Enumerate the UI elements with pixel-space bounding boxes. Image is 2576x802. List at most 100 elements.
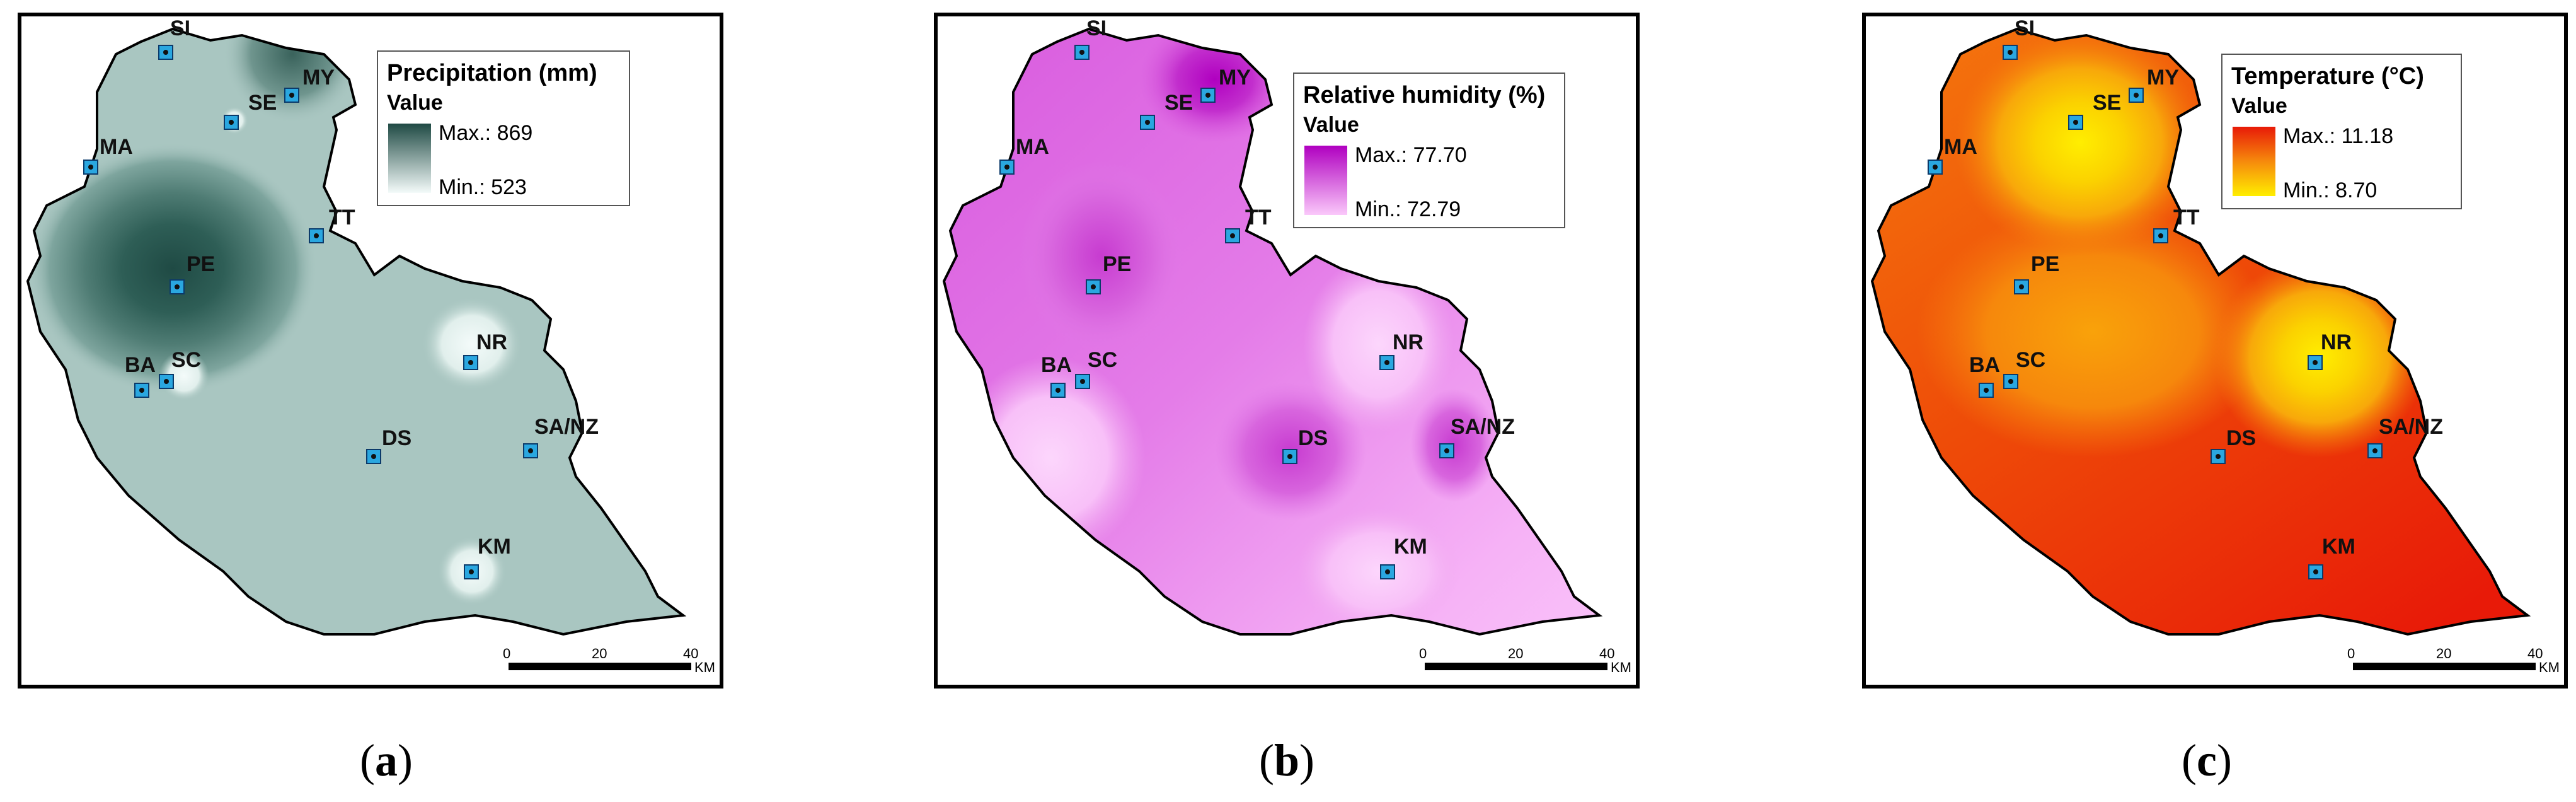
station-my: MY (284, 66, 335, 103)
svg-text:DS: DS (1298, 426, 1328, 450)
station-pe: PE (170, 252, 215, 294)
svg-text:SA/NZ: SA/NZ (1451, 415, 1515, 439)
svg-text:SI: SI (1086, 16, 1107, 40)
station-nr: NR (463, 330, 507, 370)
svg-text:Max.: 77.70: Max.: 77.70 (1355, 143, 1467, 167)
svg-text:SI: SI (2015, 16, 2035, 40)
svg-text:20: 20 (592, 646, 607, 661)
station-my: MY (1200, 66, 1251, 103)
station-km: KM (2308, 535, 2355, 579)
station-si: SI (158, 16, 190, 60)
scale-bar: 0 20 40 KM (2347, 646, 2560, 675)
station-se: SE (1140, 91, 1193, 130)
station-se: SE (224, 91, 277, 130)
map-panel-relative-humidity: SI MY SE MA TT PE NR BA SC DS SA/NZ KM R… (934, 13, 1640, 689)
svg-text:Precipitation (mm): Precipitation (mm) (387, 60, 597, 86)
station-ma: MA (83, 135, 133, 175)
svg-text:NR: NR (1393, 330, 1423, 354)
svg-text:DS: DS (382, 426, 411, 450)
station-tt: TT (1225, 206, 1272, 243)
svg-text:BA: BA (1041, 353, 1072, 377)
map-panel-temperature: SI MY SE MA TT PE NR BA SC DS SA/NZ KM T… (1862, 13, 2568, 689)
svg-text:40: 40 (1599, 646, 1614, 661)
station-tt: TT (309, 206, 355, 243)
svg-text:SC: SC (1088, 348, 1117, 372)
station-ds: DS (2211, 426, 2256, 464)
svg-text:MY: MY (1219, 66, 1251, 90)
svg-text:KM: KM (694, 660, 715, 675)
svg-text:SA/NZ: SA/NZ (2379, 415, 2443, 439)
svg-text:Value: Value (1303, 113, 1359, 137)
svg-text:MY: MY (2147, 66, 2179, 90)
station-km: KM (1380, 535, 1427, 579)
legend-relative-humidity: Relative humidity (%) Value Max.: 77.70 … (1293, 73, 1565, 228)
svg-text:Max.: 869: Max.: 869 (439, 121, 532, 145)
station-si: SI (1074, 16, 1107, 60)
svg-text:SI: SI (170, 16, 190, 40)
map-panel-precipitation: SI MY SE MA TT PE NR BA SC DS SA/NZ KM P… (18, 13, 723, 689)
station-km: KM (464, 535, 511, 579)
station-pe: PE (2014, 252, 2059, 294)
svg-text:KM: KM (2322, 535, 2355, 559)
svg-text:BA: BA (125, 353, 156, 377)
svg-text:KM: KM (1394, 535, 1427, 559)
svg-text:MA: MA (100, 135, 133, 159)
svg-text:DS: DS (2226, 426, 2256, 450)
svg-text:Value: Value (2231, 94, 2287, 118)
svg-text:0: 0 (503, 646, 510, 661)
station-ba: BA (1969, 353, 2000, 398)
station-pe: PE (1086, 252, 1131, 294)
station-sc: SC (1075, 348, 1117, 389)
svg-text:PE: PE (187, 252, 215, 276)
svg-text:MA: MA (1944, 135, 1977, 159)
relative-humidity-map: SI MY SE MA TT PE NR BA SC DS SA/NZ KM R… (943, 16, 1631, 675)
svg-text:PE: PE (1103, 252, 1131, 276)
legend-precipitation: Precipitation (mm) Value Max.: 869 Min.:… (377, 50, 630, 206)
scale-bar: 0 20 40 KM (503, 646, 715, 675)
svg-text:MY: MY (302, 66, 335, 90)
svg-text:20: 20 (1508, 646, 1523, 661)
scale-bar: 0 20 40 KM (1419, 646, 1631, 675)
svg-text:BA: BA (1969, 353, 2000, 377)
station-ds: DS (1282, 426, 1328, 464)
svg-text:Relative humidity (%): Relative humidity (%) (1303, 82, 1545, 108)
station-markers: SI MY SE MA TT PE NR BA SC DS SA/NZ KM (1928, 16, 2443, 579)
caption-a: (a) (360, 735, 413, 786)
station-nr: NR (2308, 330, 2352, 370)
station-ds: DS (366, 426, 411, 464)
svg-text:0: 0 (1419, 646, 1427, 661)
legend-color-ramp (388, 124, 431, 193)
svg-text:Min.: 72.79: Min.: 72.79 (1355, 197, 1461, 221)
legend-color-ramp (1304, 146, 1347, 215)
svg-text:SA/NZ: SA/NZ (534, 415, 599, 439)
station-ma: MA (999, 135, 1049, 175)
svg-text:Value: Value (387, 91, 443, 115)
station-markers: SI MY SE MA TT PE NR BA SC DS SA/NZ KM (999, 16, 1515, 579)
svg-text:MA: MA (1016, 135, 1049, 159)
svg-text:SE: SE (2093, 91, 2121, 115)
station-sc: SC (2003, 348, 2045, 389)
station-ba: BA (125, 353, 156, 398)
svg-text:40: 40 (683, 646, 698, 661)
svg-text:TT: TT (1245, 206, 1272, 230)
station-sc: SC (159, 348, 201, 389)
svg-text:SE: SE (248, 91, 277, 115)
caption-b: (b) (1258, 735, 1314, 786)
svg-text:KM: KM (478, 535, 511, 559)
station-sa-nz: SA/NZ (1439, 415, 1515, 458)
svg-text:40: 40 (2527, 646, 2543, 661)
svg-text:SE: SE (1164, 91, 1193, 115)
temperature-map: SI MY SE MA TT PE NR BA SC DS SA/NZ KM T… (1871, 16, 2560, 675)
svg-text:Max.: 11.18: Max.: 11.18 (2283, 124, 2393, 148)
station-my: MY (2129, 66, 2179, 103)
svg-text:0: 0 (2347, 646, 2355, 661)
svg-text:PE: PE (2031, 252, 2059, 276)
svg-text:TT: TT (2173, 206, 2200, 230)
station-se: SE (2068, 91, 2121, 130)
svg-text:Min.: 523: Min.: 523 (439, 175, 527, 199)
station-sa-nz: SA/NZ (2367, 415, 2443, 458)
svg-text:20: 20 (2436, 646, 2451, 661)
station-ba: BA (1041, 353, 1072, 398)
svg-text:SC: SC (171, 348, 201, 372)
caption-c: (c) (2182, 735, 2232, 786)
